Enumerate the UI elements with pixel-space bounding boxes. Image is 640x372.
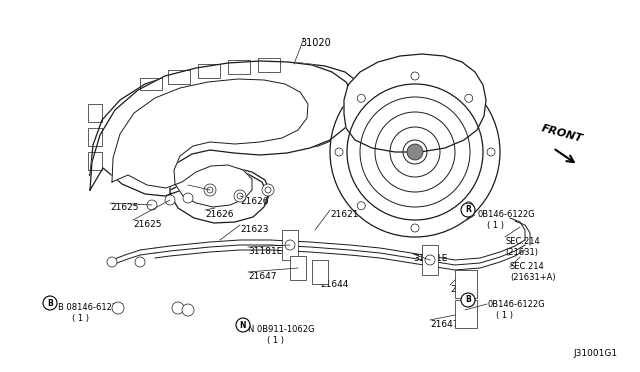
Circle shape bbox=[107, 257, 117, 267]
Text: ( 1 ): ( 1 ) bbox=[487, 221, 504, 230]
Circle shape bbox=[407, 144, 423, 160]
Circle shape bbox=[236, 318, 250, 332]
Circle shape bbox=[330, 67, 500, 237]
Bar bbox=[140, 78, 162, 90]
Text: SEC.214: SEC.214 bbox=[510, 262, 545, 271]
Polygon shape bbox=[344, 54, 486, 152]
Text: R: R bbox=[465, 205, 471, 215]
Text: 21626: 21626 bbox=[185, 185, 214, 194]
Bar bbox=[258, 58, 280, 72]
Circle shape bbox=[411, 72, 419, 80]
Circle shape bbox=[135, 257, 145, 267]
Text: 21621: 21621 bbox=[330, 210, 358, 219]
Circle shape bbox=[461, 203, 475, 217]
Bar bbox=[282, 230, 298, 260]
Circle shape bbox=[487, 148, 495, 156]
Text: 21626: 21626 bbox=[240, 197, 269, 206]
Text: J31001G1: J31001G1 bbox=[574, 349, 618, 358]
Text: (21631): (21631) bbox=[505, 248, 538, 257]
Circle shape bbox=[357, 94, 365, 102]
Circle shape bbox=[461, 293, 475, 307]
Text: 21625: 21625 bbox=[110, 203, 138, 212]
Text: B: B bbox=[465, 295, 471, 305]
Circle shape bbox=[43, 296, 57, 310]
Text: 21626: 21626 bbox=[205, 210, 234, 219]
Circle shape bbox=[335, 148, 343, 156]
Bar bbox=[168, 70, 190, 84]
Text: 0B146-6122G: 0B146-6122G bbox=[478, 210, 536, 219]
Bar bbox=[290, 256, 306, 280]
Text: ( 1 ): ( 1 ) bbox=[267, 336, 284, 345]
Bar bbox=[422, 245, 438, 275]
Text: N: N bbox=[240, 321, 246, 330]
Circle shape bbox=[465, 202, 473, 210]
Polygon shape bbox=[90, 61, 354, 223]
Text: 31020: 31020 bbox=[300, 38, 331, 48]
Bar bbox=[312, 260, 328, 284]
Text: 21644: 21644 bbox=[320, 280, 348, 289]
Text: 21623: 21623 bbox=[240, 225, 269, 234]
Circle shape bbox=[182, 304, 194, 316]
Circle shape bbox=[183, 193, 193, 203]
Text: 31181E: 31181E bbox=[248, 247, 282, 256]
Circle shape bbox=[204, 184, 216, 196]
Text: B: B bbox=[47, 298, 53, 308]
Text: 31181E: 31181E bbox=[413, 254, 447, 263]
Circle shape bbox=[165, 195, 175, 205]
Circle shape bbox=[357, 202, 365, 210]
Circle shape bbox=[465, 94, 473, 102]
Circle shape bbox=[112, 302, 124, 314]
Text: B 08146-6122G: B 08146-6122G bbox=[58, 303, 124, 312]
Circle shape bbox=[262, 184, 274, 196]
Text: (21631+A): (21631+A) bbox=[510, 273, 556, 282]
Text: 21647: 21647 bbox=[430, 320, 458, 329]
Circle shape bbox=[234, 190, 246, 202]
Text: SEC.214: SEC.214 bbox=[505, 237, 540, 246]
Text: N 0B911-1062G: N 0B911-1062G bbox=[248, 325, 314, 334]
Bar bbox=[88, 128, 102, 146]
Bar bbox=[455, 270, 477, 298]
Bar bbox=[455, 300, 477, 328]
Bar bbox=[88, 104, 102, 122]
Text: 21625: 21625 bbox=[133, 220, 161, 229]
Circle shape bbox=[172, 302, 184, 314]
Circle shape bbox=[411, 224, 419, 232]
Bar bbox=[198, 64, 220, 78]
Text: 0B146-6122G: 0B146-6122G bbox=[487, 300, 545, 309]
Text: ( 1 ): ( 1 ) bbox=[72, 314, 89, 323]
Text: ( 1 ): ( 1 ) bbox=[496, 311, 513, 320]
Circle shape bbox=[147, 200, 157, 210]
Text: FRONT: FRONT bbox=[540, 123, 584, 144]
Polygon shape bbox=[90, 62, 364, 222]
Bar bbox=[88, 152, 102, 170]
Bar bbox=[228, 60, 250, 74]
Polygon shape bbox=[112, 79, 308, 207]
Text: 21647: 21647 bbox=[248, 272, 276, 281]
Text: 21647: 21647 bbox=[450, 285, 479, 294]
